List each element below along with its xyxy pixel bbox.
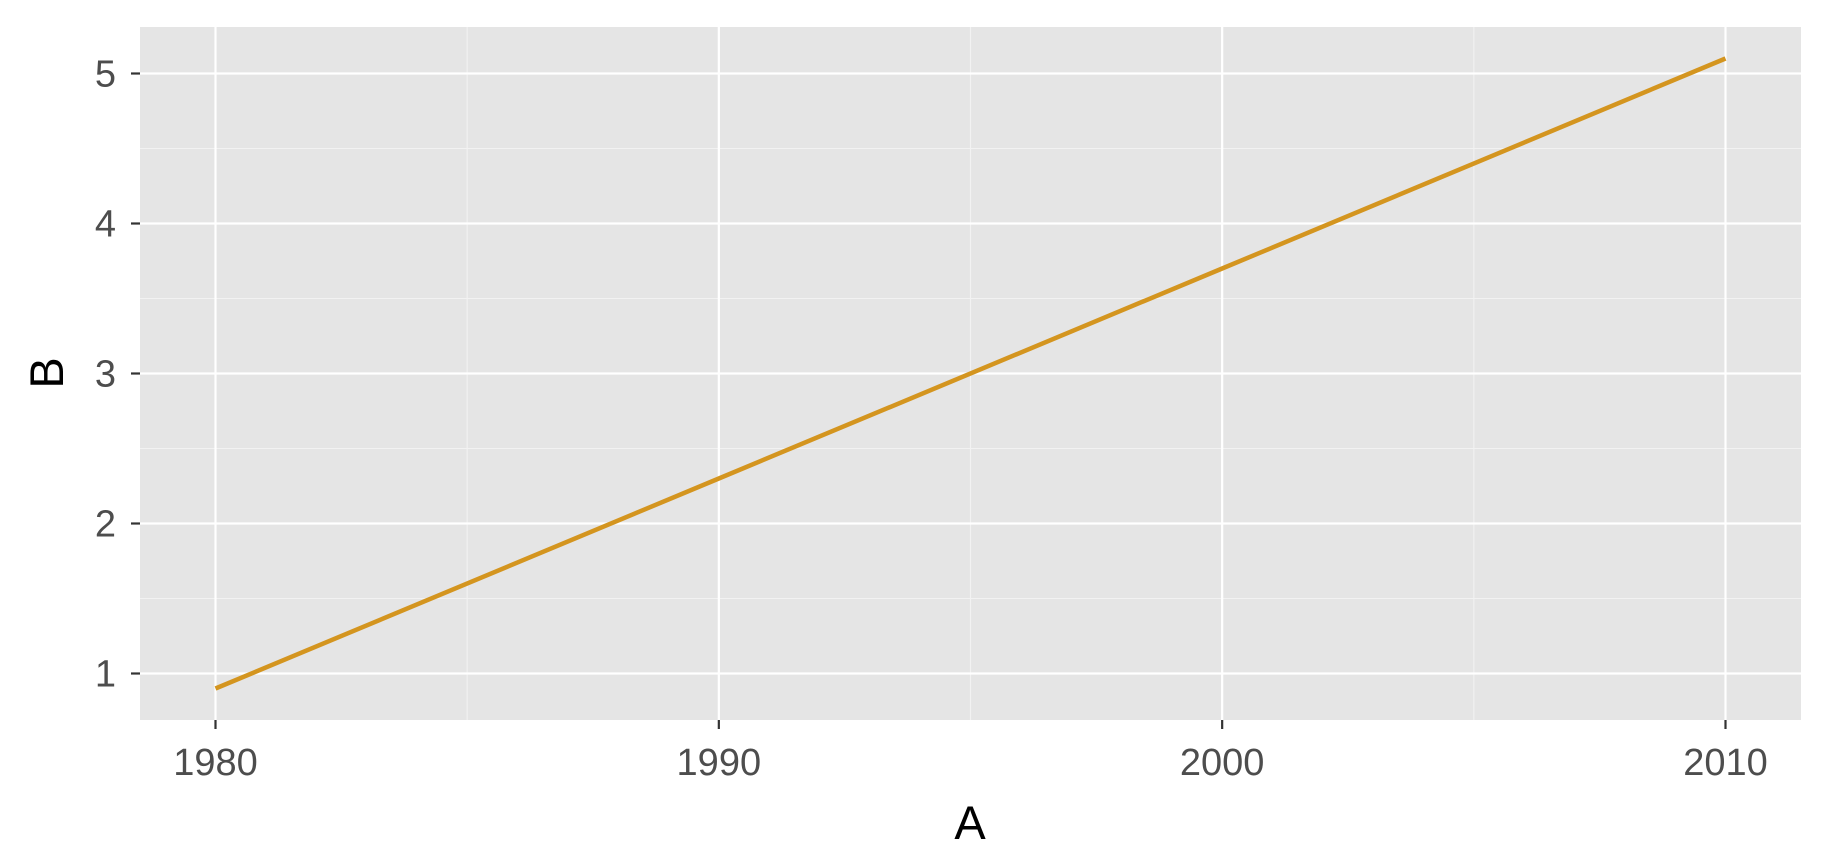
y-tick-label: 2 xyxy=(95,504,116,546)
x-axis-title: A xyxy=(954,796,986,849)
series-line xyxy=(214,56,1727,691)
x-tick-label: 1990 xyxy=(677,742,762,784)
y-tick-label: 3 xyxy=(95,354,116,396)
y-axis: 1 2 3 4 5 xyxy=(95,54,140,696)
x-tick-label: 1980 xyxy=(173,742,258,784)
y-tick-label: 1 xyxy=(95,654,116,696)
x-axis: 1980 1990 2000 2010 xyxy=(173,720,1768,784)
x-tick-label: 2010 xyxy=(1683,742,1768,784)
series-layer xyxy=(214,56,1727,691)
y-tick-label: 4 xyxy=(95,204,116,246)
x-tick-label: 2000 xyxy=(1180,742,1265,784)
y-axis-title: B xyxy=(20,357,73,388)
y-tick-label: 5 xyxy=(95,54,116,96)
